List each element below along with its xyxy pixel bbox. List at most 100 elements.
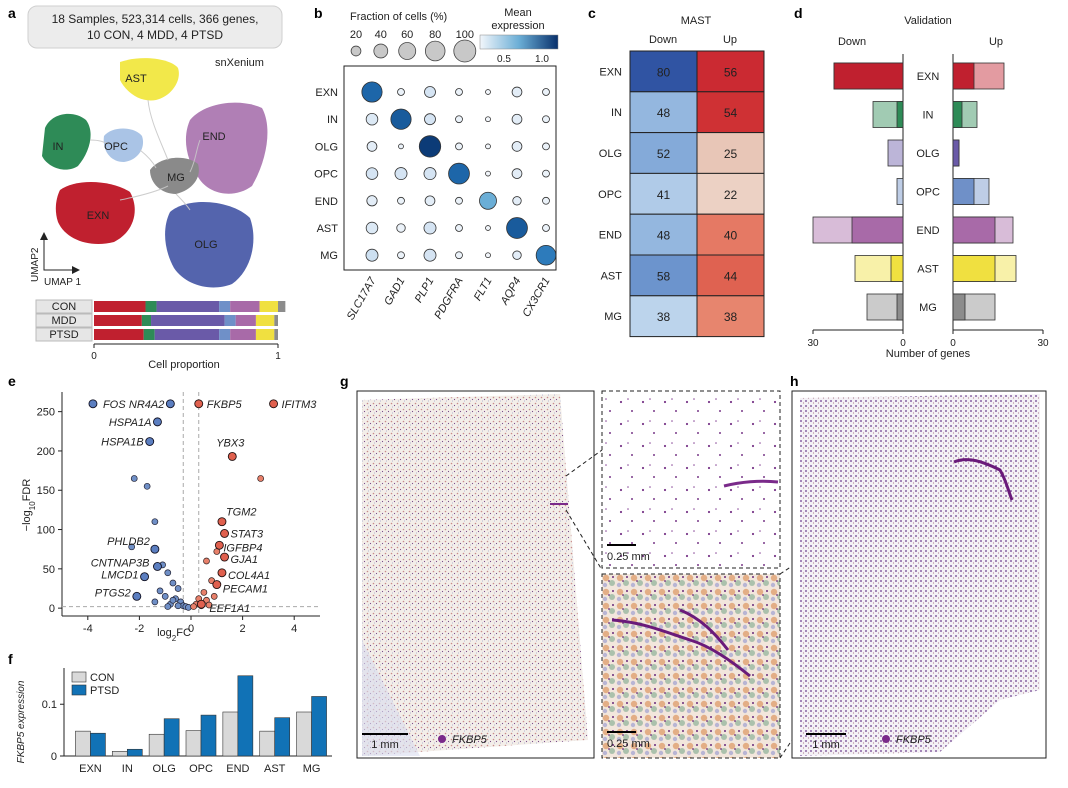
c-cell-down	[629, 295, 698, 338]
c-row-label: AST	[601, 270, 623, 282]
e-point-labeled-up	[220, 529, 229, 538]
d-category-label: OPC	[916, 187, 940, 199]
b-gene-label: PLP1	[413, 276, 437, 305]
prop-segment	[151, 315, 225, 326]
b-size-legend-circle	[350, 45, 362, 57]
c-value-up: 56	[724, 65, 738, 79]
e-point-labeled-up	[217, 568, 227, 578]
e-gene-label-down: NR4A2	[129, 399, 164, 411]
f-ylabel: FKBP5 expression	[16, 680, 27, 763]
c-row-label: IN	[611, 107, 622, 119]
prop-segment	[230, 301, 260, 312]
b-dot	[423, 248, 437, 262]
d-bar-down-total	[887, 139, 904, 167]
e-point-labeled-up	[214, 540, 224, 550]
d-bar-up-validated	[952, 216, 996, 244]
b-dot	[455, 196, 463, 205]
umap-cluster-end	[185, 102, 268, 194]
d-tick-label: 30	[1037, 338, 1049, 349]
f-bar-con	[296, 711, 312, 757]
prop-segment	[278, 301, 286, 312]
c-value-up: 38	[724, 310, 738, 324]
prop-segment	[224, 315, 236, 326]
b-dot	[511, 168, 523, 179]
c-title: MAST	[681, 15, 712, 27]
prop-segment	[94, 301, 146, 312]
panel-a-letter: a	[8, 5, 16, 21]
b-dot	[448, 162, 470, 185]
b-gene-label: GAD1	[382, 276, 407, 308]
e-point-labeled-down	[165, 399, 175, 409]
e-gene-label-down: CNTNAP3B	[91, 557, 150, 569]
e-point-down	[164, 603, 172, 610]
c-value-up: 44	[724, 269, 738, 283]
umap-label-end: END	[202, 131, 225, 143]
d-bar-up-validated	[952, 255, 996, 282]
e-point-labeled-down	[153, 562, 162, 571]
b-dot	[424, 113, 436, 126]
summary-line1: 18 Samples, 523,314 cells, 366 genes,	[52, 12, 259, 26]
e-point-labeled-up	[227, 451, 237, 461]
prop-segment	[94, 315, 142, 326]
f-bar-con	[75, 730, 91, 757]
e-gene-label-down: PTGS2	[95, 587, 131, 599]
f-legend-label: CON	[90, 672, 115, 684]
b-size-legend-value: 60	[401, 29, 413, 41]
c-row-label: EXN	[599, 66, 622, 78]
c-row-label: MG	[604, 311, 622, 323]
f-category-label: EXN	[79, 763, 102, 775]
b-dot	[366, 195, 378, 207]
e-y-tick-label: 150	[37, 485, 55, 497]
e-point-down	[156, 587, 164, 595]
umap-cluster-in	[42, 113, 91, 170]
e-gene-label-up: YBX3	[216, 437, 245, 449]
b-dot	[397, 196, 405, 205]
e-point-up	[203, 557, 210, 565]
d-category-label: EXN	[917, 71, 940, 83]
e-point-up	[210, 593, 218, 600]
g-zoom-line2	[565, 509, 603, 571]
e-x-tick-label: 4	[291, 623, 297, 635]
b-colorbar	[479, 34, 559, 50]
c-value-down: 48	[657, 106, 671, 120]
e-gene-label-down: HSPA1B	[101, 437, 144, 449]
c-cell-down	[629, 132, 698, 174]
d-bar-down-validated	[890, 255, 904, 282]
b-dot	[542, 196, 550, 205]
b-gene-label: FLT1	[472, 276, 495, 304]
b-dot	[455, 88, 463, 96]
b-size-legend-value: 80	[429, 29, 441, 41]
prop-segment	[141, 315, 152, 326]
c-cell-down	[629, 172, 698, 215]
e-x-tick-label: 2	[240, 623, 246, 635]
b-dot	[542, 169, 550, 178]
d-category-label: MG	[919, 302, 937, 314]
b-color-tick-05: 0.5	[497, 54, 511, 65]
f-y-tick-label: 0	[51, 751, 57, 763]
panel-c-letter: c	[588, 5, 596, 21]
d-bar-up-validated	[952, 178, 975, 205]
b-size-legend-title: Fraction of cells (%)	[350, 11, 447, 23]
f-bar-con	[111, 751, 128, 757]
e-point-up	[200, 589, 208, 596]
umap-cluster-ast	[120, 58, 179, 101]
e-y-tick-label: 0	[49, 603, 55, 615]
e-gene-label-up: TGM2	[226, 507, 257, 519]
b-dot	[485, 116, 491, 123]
f-bar-ptsd	[274, 717, 291, 757]
umap-cluster-opc	[103, 128, 144, 162]
g-legend-gene: FKBP5	[452, 734, 488, 746]
prop-row-con: CON	[52, 301, 77, 313]
e-point-labeled-up	[194, 399, 204, 409]
e-point-labeled-up	[196, 599, 206, 609]
e-x-tick-label: -4	[83, 623, 93, 635]
panel-d-letter: d	[794, 5, 803, 21]
prop-segment	[259, 301, 278, 312]
b-dot	[365, 221, 379, 235]
b-color-legend-title2: expression	[491, 20, 544, 32]
d-tick-label: 0	[950, 338, 956, 349]
b-size-legend-circle	[373, 43, 389, 59]
f-category-label: IN	[122, 763, 133, 775]
d-bar-up-validated	[952, 293, 966, 321]
